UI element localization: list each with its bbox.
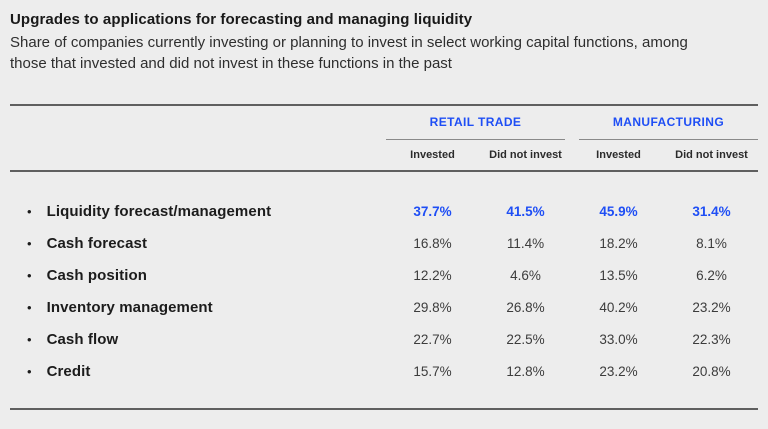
value-cell: 16.8% [413, 235, 452, 251]
bullet-icon: • [27, 235, 32, 251]
sub-header-did-not-invest-retail: Did not invest [489, 148, 562, 161]
table-body: • Liquidity forecast/management 37.7% 41… [10, 195, 758, 387]
value-cell: 18.2% [599, 235, 638, 251]
table-row: • Cash position 12.2% 4.6% 13.5% 6.2% [10, 259, 758, 291]
value-cell: 12.8% [506, 363, 545, 379]
bullet-icon: • [27, 363, 32, 379]
bullet-icon: • [27, 299, 32, 315]
row-label: Cash flow [46, 330, 119, 348]
value-cell: 22.5% [506, 331, 545, 347]
value-cell: 6.2% [696, 267, 727, 283]
table-row: • Cash forecast 16.8% 11.4% 18.2% 8.1% [10, 227, 758, 259]
table-row: • Cash flow 22.7% 22.5% 33.0% 22.3% [10, 323, 758, 355]
value-cell: 22.3% [692, 331, 731, 347]
header-rule [10, 170, 758, 172]
value-cell: 40.2% [599, 299, 638, 315]
value-cell: 29.8% [413, 299, 452, 315]
value-cell: 45.9% [599, 203, 638, 219]
bullet-icon: • [27, 203, 32, 219]
group-header-row: RETAIL TRADE MANUFACTURING [10, 106, 758, 140]
value-cell: 8.1% [696, 235, 727, 251]
page-subtitle: Share of companies currently investing o… [10, 34, 688, 72]
sub-header-row: Invested Did not invest Invested Did not… [10, 139, 758, 170]
sub-header-invested-manufacturing: Invested [596, 148, 641, 161]
table-row: • Liquidity forecast/management 37.7% 41… [10, 195, 758, 227]
row-label: Cash forecast [46, 234, 148, 252]
bullet-icon: • [27, 267, 32, 283]
value-cell: 33.0% [599, 331, 638, 347]
top-rule [10, 104, 758, 106]
value-cell: 20.8% [692, 363, 731, 379]
value-cell: 15.7% [413, 363, 452, 379]
value-cell: 41.5% [506, 203, 545, 219]
value-cell: 12.2% [413, 267, 452, 283]
group-header-manufacturing: MANUFACTURING [579, 106, 758, 140]
value-cell: 13.5% [599, 267, 638, 283]
sub-header-invested-retail: Invested [410, 148, 455, 161]
table-row: • Credit 15.7% 12.8% 23.2% 20.8% [10, 355, 758, 387]
value-cell: 11.4% [506, 235, 545, 251]
value-cell: 37.7% [413, 203, 452, 219]
sub-header-did-not-invest-manufacturing: Did not invest [675, 148, 748, 161]
value-cell: 26.8% [506, 299, 545, 315]
value-cell: 23.2% [599, 363, 638, 379]
bottom-rule [10, 408, 758, 410]
row-label: Cash position [46, 266, 148, 284]
table-row: • Inventory management 29.8% 26.8% 40.2%… [10, 291, 758, 323]
value-cell: 23.2% [692, 299, 731, 315]
page-title: Upgrades to applications for forecasting… [10, 11, 473, 28]
value-cell: 4.6% [510, 267, 541, 283]
row-label: Liquidity forecast/management [46, 202, 272, 220]
value-cell: 22.7% [413, 331, 452, 347]
value-cell: 31.4% [692, 203, 731, 219]
bullet-icon: • [27, 331, 32, 347]
row-label: Inventory management [46, 298, 213, 316]
group-header-retail-trade: RETAIL TRADE [386, 106, 565, 140]
row-label: Credit [46, 362, 91, 380]
